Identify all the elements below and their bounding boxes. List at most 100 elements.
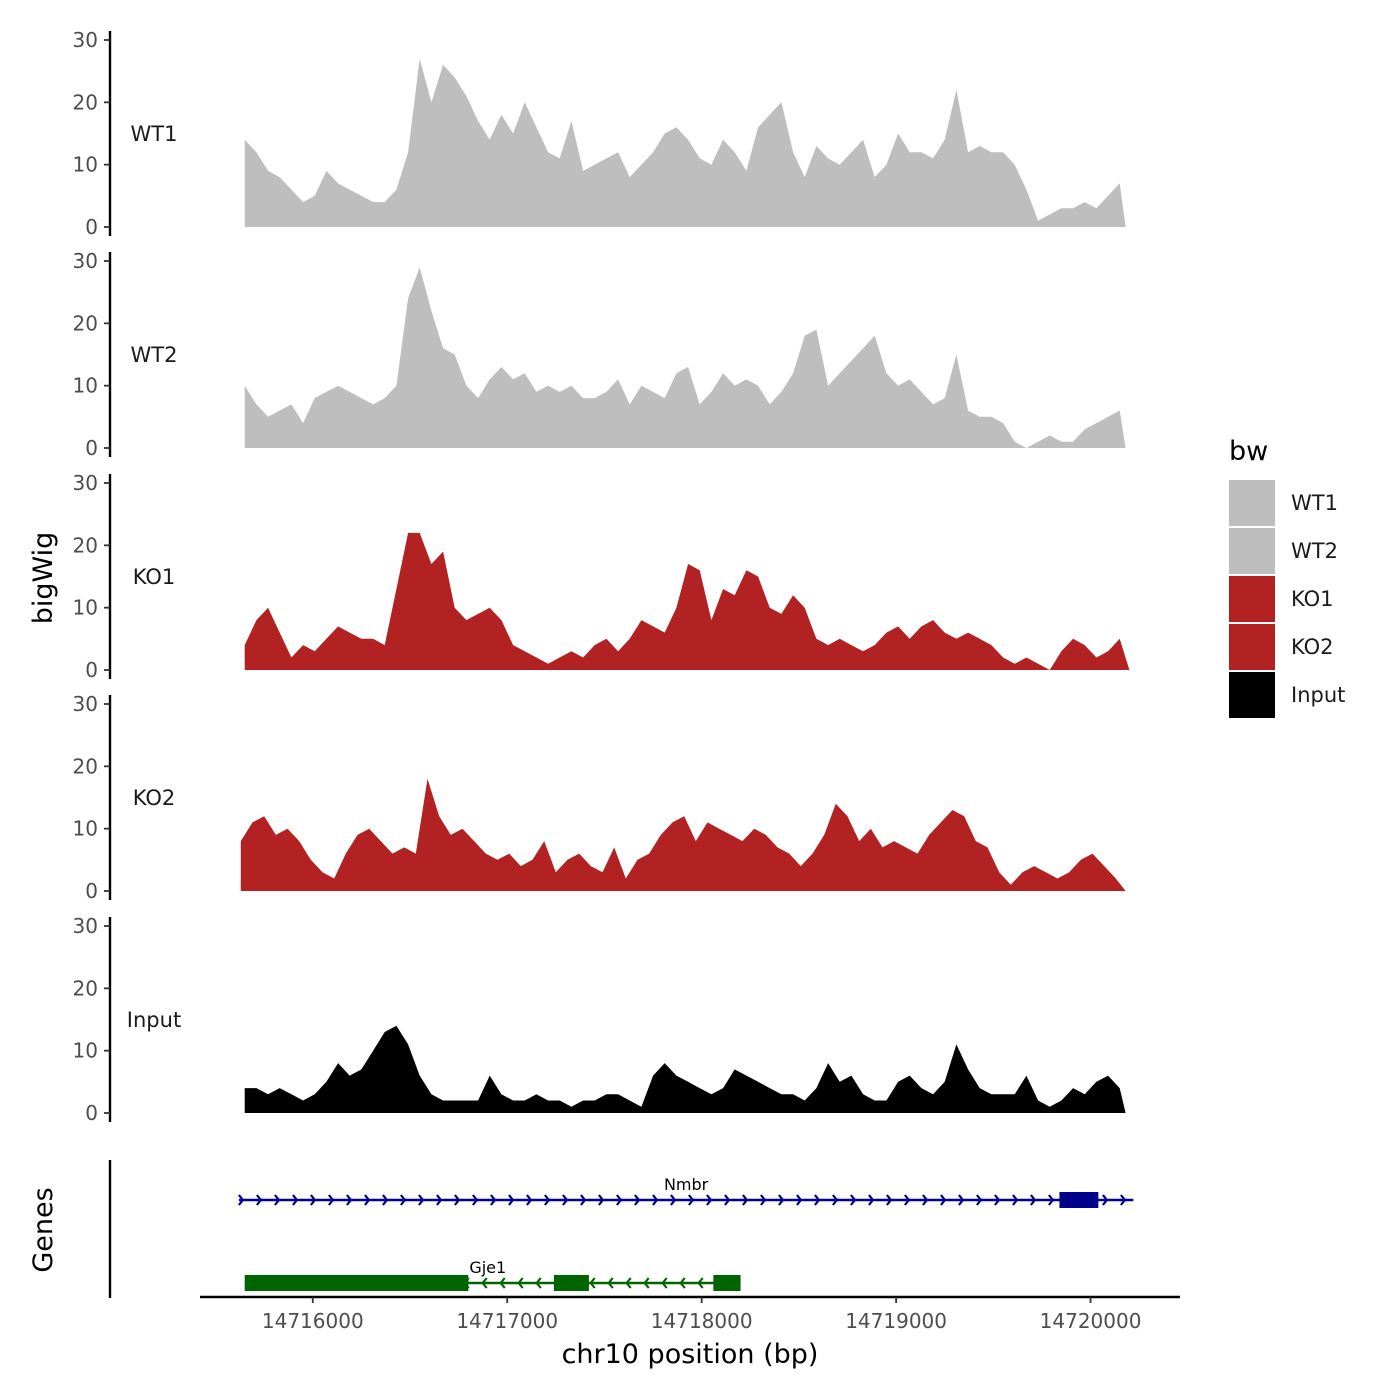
strand-arrow <box>490 1194 497 1206</box>
strand-arrow <box>526 1194 533 1206</box>
strand-arrow <box>760 1194 767 1206</box>
strand-arrow <box>256 1194 263 1206</box>
strand-arrow <box>661 1277 668 1289</box>
strand-arrow <box>634 1194 641 1206</box>
exon-block <box>244 1275 469 1291</box>
strand-arrow <box>616 1194 623 1206</box>
strand-arrow <box>994 1194 1001 1206</box>
exon-block <box>553 1275 589 1291</box>
gene-nmbr: Nmbr <box>238 1175 1134 1208</box>
x-tick-label: 14716000 <box>262 1309 364 1333</box>
legend-label-wt2: WT2 <box>1291 539 1338 563</box>
track-label-ko1: KO1 <box>133 565 176 589</box>
track-label-ko2: KO2 <box>133 786 176 810</box>
strand-arrow <box>670 1194 677 1206</box>
strand-arrow <box>607 1277 614 1289</box>
y-tick-label: 30 <box>73 471 98 495</box>
strand-arrow <box>1030 1194 1037 1206</box>
strand-arrow <box>976 1194 983 1206</box>
x-tick-label: 14717000 <box>456 1309 558 1333</box>
strand-arrow <box>868 1194 875 1206</box>
strand-arrow <box>310 1194 317 1206</box>
strand-arrow <box>814 1194 821 1206</box>
y-tick-label: 30 <box>73 28 98 52</box>
track-input: 0 10 20 30 Input <box>73 914 1126 1125</box>
strand-arrow <box>292 1194 299 1206</box>
strand-arrow <box>688 1194 695 1206</box>
x-tick-label: 14720000 <box>1040 1309 1142 1333</box>
y-tick-label: 20 <box>73 976 98 1000</box>
gene-track: Nmbr Gje1 <box>108 1160 1134 1298</box>
strand-arrow <box>1048 1194 1055 1206</box>
y-tick-label: 30 <box>73 914 98 938</box>
y-tick-label: 10 <box>73 817 98 841</box>
coverage-area-wt2 <box>244 267 1126 448</box>
y-tick-label: 10 <box>73 1039 98 1063</box>
exon-block <box>1059 1192 1099 1208</box>
coverage-tracks: 0 10 20 30 WT1 0 10 20 30 WT2 0 10 20 30 KO1 0 10 20 30 KO2… <box>73 28 1130 1125</box>
track-label-wt2: WT2 <box>131 343 178 367</box>
strand-arrow <box>562 1194 569 1206</box>
strand-arrow <box>436 1194 443 1206</box>
strand-arrow <box>1102 1194 1109 1206</box>
y-tick-label: 10 <box>73 596 98 620</box>
legend-swatch-ko2 <box>1229 624 1275 670</box>
strand-arrow <box>778 1194 785 1206</box>
gene-gje1: Gje1 <box>244 1258 741 1291</box>
strand-arrow <box>400 1194 407 1206</box>
strand-arrow <box>499 1277 506 1289</box>
strand-arrow <box>1012 1194 1019 1206</box>
y-tick-label: 20 <box>73 754 98 778</box>
legend: bw WT1 WT2 KO1 KO2 Input <box>1229 436 1345 718</box>
strand-arrow <box>832 1194 839 1206</box>
strand-arrow <box>598 1194 605 1206</box>
strand-arrow <box>679 1277 686 1289</box>
legend-label-ko2: KO2 <box>1291 635 1334 659</box>
strand-arrow <box>1120 1194 1127 1206</box>
legend-label-wt1: WT1 <box>1291 491 1338 515</box>
strand-arrow <box>643 1277 650 1289</box>
strand-arrow <box>517 1277 524 1289</box>
strand-arrow <box>544 1194 551 1206</box>
y-tick-label: 0 <box>85 879 98 903</box>
strand-arrow <box>724 1194 731 1206</box>
strand-arrow <box>850 1194 857 1206</box>
strand-arrow <box>454 1194 461 1206</box>
genes-track-title: Genes <box>28 1187 59 1272</box>
strand-arrow <box>922 1194 929 1206</box>
legend-label-input: Input <box>1291 683 1345 707</box>
legend-swatch-ko1 <box>1229 576 1275 622</box>
y-tick-label: 20 <box>73 311 98 335</box>
strand-arrow <box>481 1277 488 1289</box>
strand-arrow <box>652 1194 659 1206</box>
legend-swatch-wt2 <box>1229 528 1275 574</box>
strand-arrow <box>274 1194 281 1206</box>
y-tick-label: 0 <box>85 658 98 682</box>
track-ko2: 0 10 20 30 KO2 <box>73 692 1126 903</box>
y-axis-title: bigWig <box>28 532 59 625</box>
x-tick-label: 14718000 <box>651 1309 753 1333</box>
x-axis-title: chr10 position (bp) <box>562 1339 819 1370</box>
strand-arrow <box>589 1277 596 1289</box>
strand-arrow <box>697 1277 704 1289</box>
y-tick-label: 10 <box>73 374 98 398</box>
coverage-area-ko2 <box>240 778 1126 891</box>
coverage-area-wt1 <box>244 58 1126 228</box>
y-tick-label: 0 <box>85 1101 98 1125</box>
y-tick-label: 10 <box>73 153 98 177</box>
strand-arrow <box>796 1194 803 1206</box>
strand-arrow <box>580 1194 587 1206</box>
y-tick-label: 30 <box>73 249 98 273</box>
track-label-wt1: WT1 <box>131 122 178 146</box>
y-tick-label: 0 <box>85 436 98 460</box>
y-tick-label: 20 <box>73 533 98 557</box>
strand-arrow <box>346 1194 353 1206</box>
gene-label-nmbr: Nmbr <box>664 1175 709 1194</box>
track-wt2: 0 10 20 30 WT2 <box>73 249 1126 460</box>
x-tick-label: 14719000 <box>845 1309 947 1333</box>
legend-title: bw <box>1229 436 1268 467</box>
legend-swatch-input <box>1229 672 1275 718</box>
y-tick-label: 30 <box>73 692 98 716</box>
strand-arrow <box>328 1194 335 1206</box>
